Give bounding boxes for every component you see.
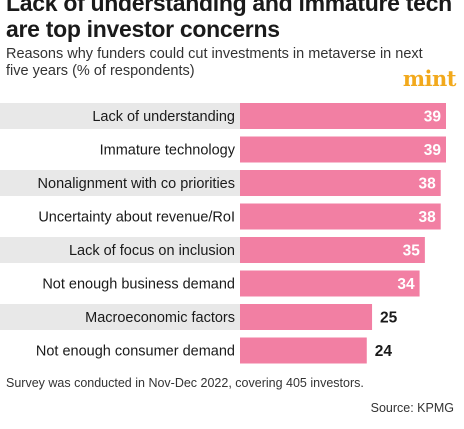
row-background (0, 270, 240, 297)
bar (240, 136, 446, 163)
category-label: Immature technology (100, 143, 236, 159)
category-label: Macroeconomic factors (85, 310, 235, 326)
footnote: Survey was conducted in Nov-Dec 2022, co… (6, 376, 364, 390)
brand-logo: mint (402, 66, 457, 91)
row-background (0, 304, 240, 330)
category-label: Uncertainty about revenue/RoI (38, 210, 235, 226)
row-background (0, 103, 240, 129)
category-label: Lack of focus on inclusion (69, 243, 235, 259)
category-label: Lack of understanding (92, 109, 235, 125)
data-label: 38 (418, 209, 436, 226)
row-background (0, 203, 240, 230)
bar (240, 170, 441, 196)
bar (240, 304, 373, 330)
bar (240, 270, 420, 297)
data-label: 39 (424, 109, 442, 126)
bar (240, 203, 441, 230)
data-label: 24 (375, 343, 393, 360)
row-background (0, 136, 240, 163)
source-note: Source: KPMG (370, 401, 454, 415)
bar (240, 237, 425, 263)
data-label: 25 (380, 310, 398, 327)
row-background (0, 337, 240, 364)
bar (240, 337, 367, 364)
chart-title: Lack of understanding and immature tech … (6, 0, 452, 42)
data-label: 39 (424, 142, 442, 159)
row-background (0, 237, 240, 263)
category-label: Nonalignment with co priorities (38, 176, 235, 192)
bar (240, 103, 446, 129)
chart-subtitle: Reasons why funders could cut investment… (6, 46, 423, 79)
category-label: Not enough business demand (42, 277, 235, 293)
category-label: Not enough consumer demand (36, 344, 235, 360)
data-label: 38 (418, 176, 436, 193)
row-background (0, 170, 240, 196)
data-label: 35 (403, 243, 421, 260)
data-label: 34 (397, 276, 415, 293)
